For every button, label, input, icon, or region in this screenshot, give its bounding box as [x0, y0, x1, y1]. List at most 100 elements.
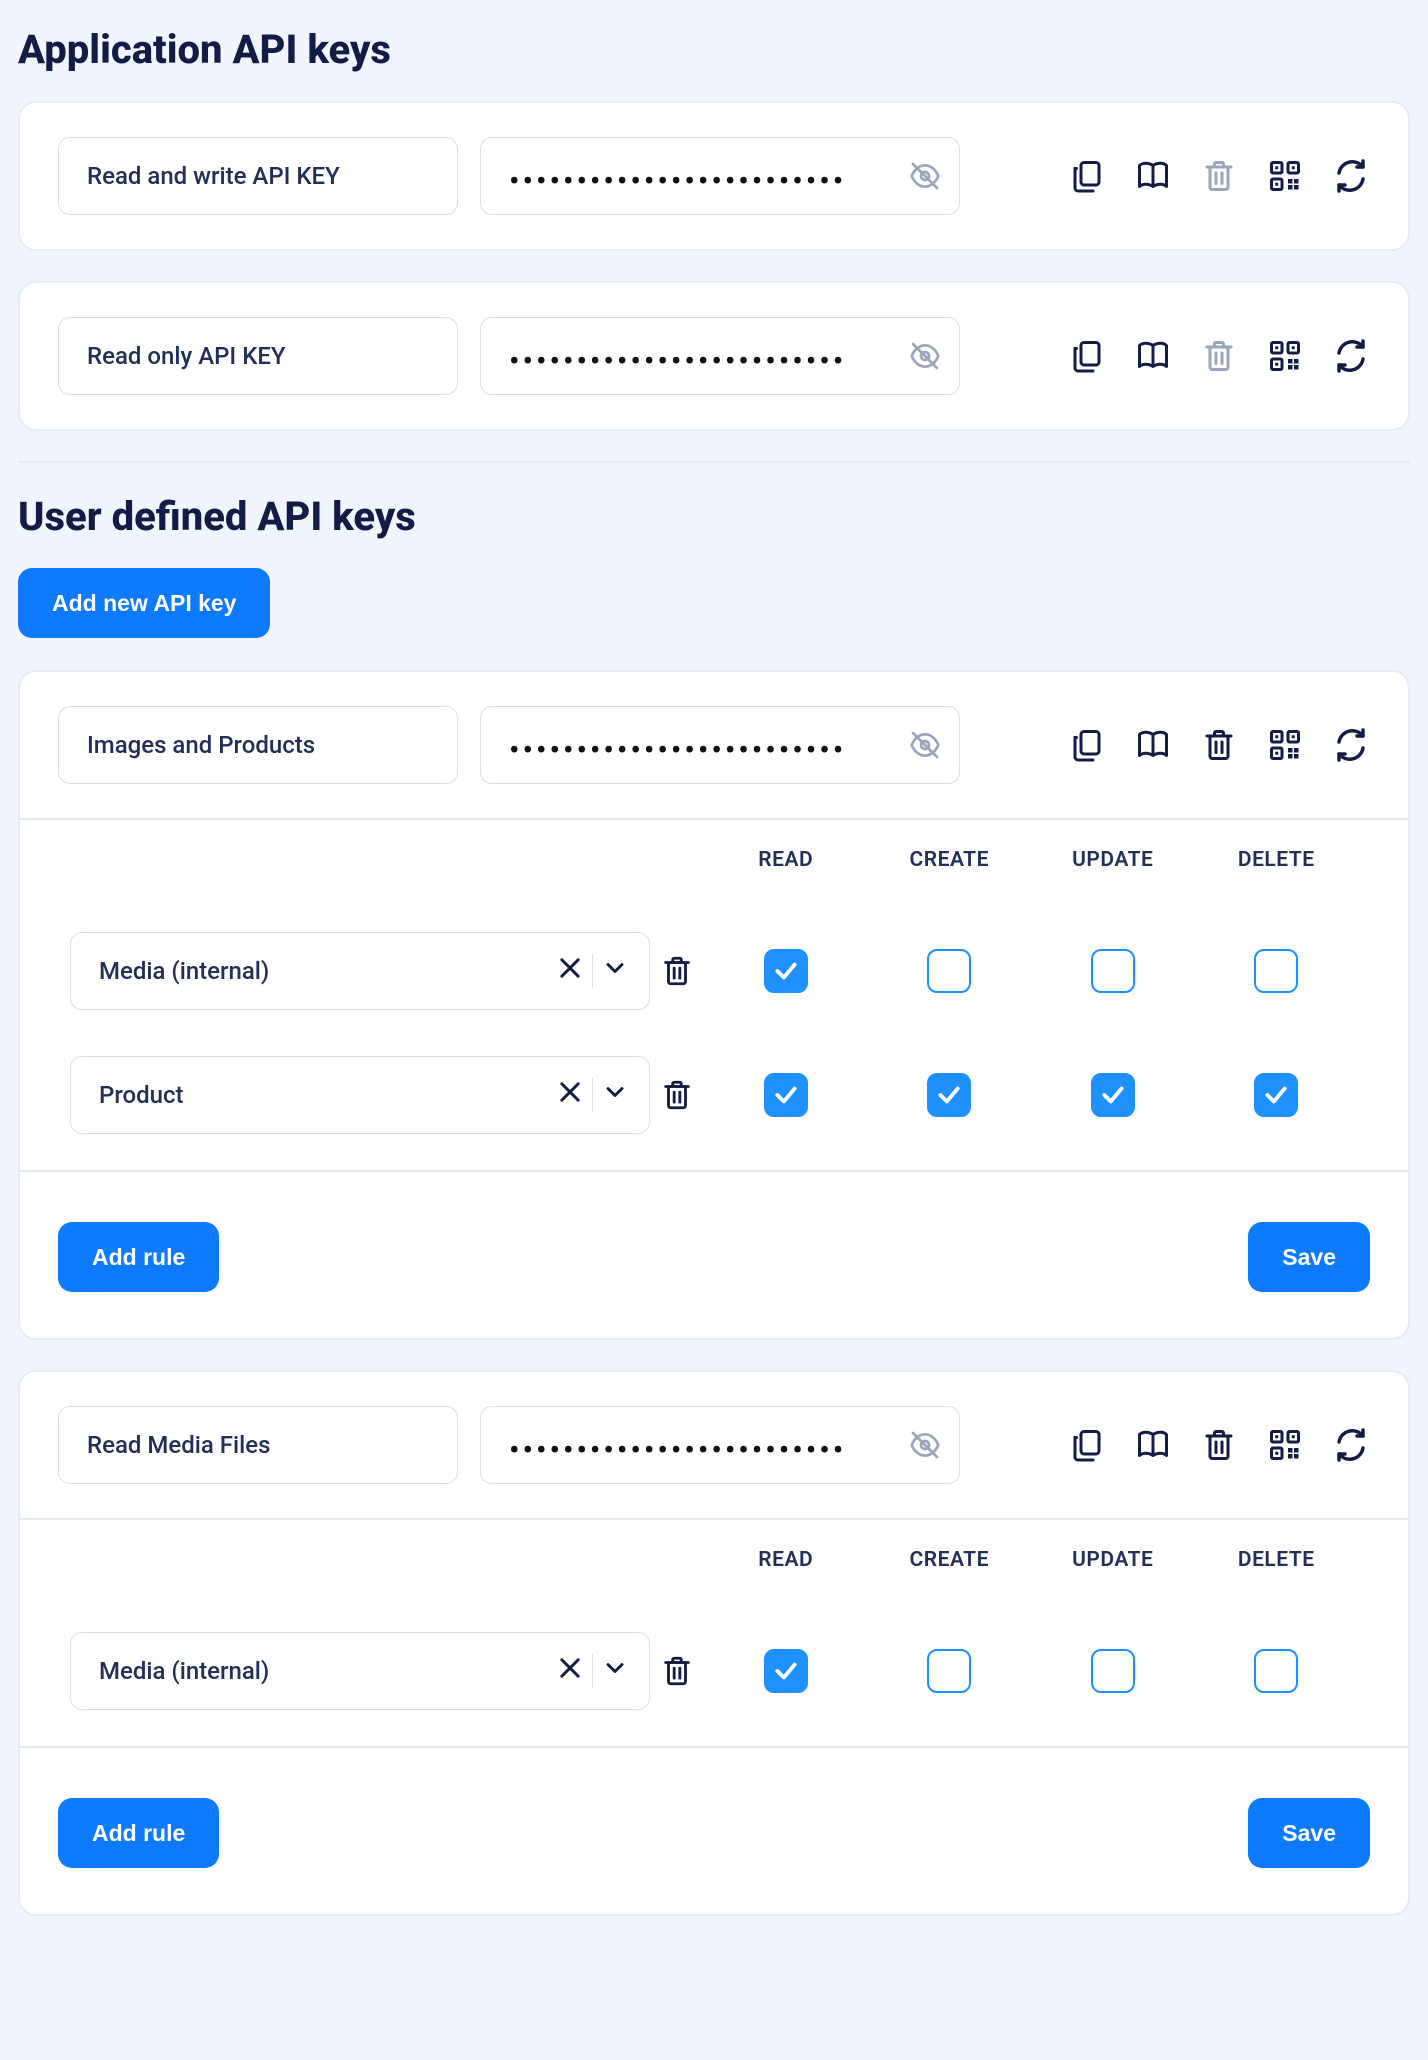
perm-col-delete: DELETE — [1195, 1548, 1359, 1572]
regenerate-icon[interactable] — [1332, 157, 1370, 195]
key-secret-field[interactable]: ••••••••••••••••••••••••• — [480, 137, 960, 215]
key-name-field[interactable]: Images and Products — [58, 706, 458, 784]
perm-create-checkbox[interactable] — [927, 1073, 971, 1117]
eye-off-icon[interactable] — [909, 729, 941, 761]
perm-col-read: READ — [704, 848, 868, 872]
perm-col-create: CREATE — [868, 848, 1032, 872]
chevron-down-icon[interactable] — [601, 1078, 629, 1112]
key-secret-field[interactable]: ••••••••••••••••••••••••• — [480, 1406, 960, 1484]
entity-select[interactable]: Product — [70, 1056, 650, 1134]
copy-icon[interactable] — [1068, 726, 1106, 764]
api-keys-page: Application API keys Read and write API … — [0, 0, 1428, 1986]
select-separator — [592, 954, 593, 988]
api-key-row: Images and Products ••••••••••••••••••••… — [20, 672, 1408, 818]
delete-rule-button[interactable] — [650, 1654, 704, 1688]
entity-select-label: Product — [99, 1081, 546, 1109]
perm-read-checkbox[interactable] — [764, 1649, 808, 1693]
entity-select[interactable]: Media (internal) — [70, 932, 650, 1010]
key-secret-field[interactable]: ••••••••••••••••••••••••• — [480, 706, 960, 784]
perm-read-cell — [704, 949, 868, 993]
perm-header-row: READCREATEUPDATEDELETE — [58, 1520, 1370, 1596]
copy-icon[interactable] — [1068, 157, 1106, 195]
select-separator — [592, 1078, 593, 1112]
perm-col-update: UPDATE — [1031, 848, 1195, 872]
perm-update-checkbox[interactable] — [1091, 1649, 1135, 1693]
qr-icon[interactable] — [1266, 157, 1304, 195]
delete-rule-button[interactable] — [650, 1078, 704, 1112]
delete-rule-button[interactable] — [650, 954, 704, 988]
perm-read-checkbox[interactable] — [764, 1073, 808, 1117]
api-key-row: Read only API KEY ••••••••••••••••••••••… — [20, 283, 1408, 429]
add-rule-button[interactable]: Add rule — [58, 1798, 219, 1868]
regenerate-icon[interactable] — [1332, 1426, 1370, 1464]
user-api-key-panel: Read Media Files •••••••••••••••••••••••… — [18, 1370, 1410, 1916]
perm-update-checkbox[interactable] — [1091, 949, 1135, 993]
perm-col-update: UPDATE — [1031, 1548, 1195, 1572]
perm-delete-cell — [1195, 1073, 1359, 1117]
entity-select[interactable]: Media (internal) — [70, 1632, 650, 1710]
user-keys-list: Images and Products ••••••••••••••••••••… — [18, 670, 1410, 1916]
entity-select-label: Media (internal) — [99, 1657, 546, 1685]
perm-create-checkbox[interactable] — [927, 949, 971, 993]
chevron-down-icon[interactable] — [601, 954, 629, 988]
regenerate-icon[interactable] — [1332, 726, 1370, 764]
section-divider — [18, 461, 1410, 463]
qr-icon[interactable] — [1266, 337, 1304, 375]
perm-update-checkbox[interactable] — [1091, 1073, 1135, 1117]
perm-delete-checkbox[interactable] — [1254, 949, 1298, 993]
qr-icon[interactable] — [1266, 1426, 1304, 1464]
docs-icon[interactable] — [1134, 337, 1172, 375]
qr-icon[interactable] — [1266, 726, 1304, 764]
eye-off-icon[interactable] — [909, 160, 941, 192]
perm-footer: Add rule Save — [20, 1170, 1408, 1338]
key-actions — [1068, 726, 1370, 764]
perm-create-cell — [868, 1649, 1032, 1693]
user-api-key-panel: Images and Products ••••••••••••••••••••… — [18, 670, 1410, 1340]
key-secret-field[interactable]: ••••••••••••••••••••••••• — [480, 317, 960, 395]
trash-icon[interactable] — [1200, 1426, 1238, 1464]
key-secret-masked: ••••••••••••••••••••••••• — [509, 347, 901, 377]
add-rule-button[interactable]: Add rule — [58, 1222, 219, 1292]
perm-read-checkbox[interactable] — [764, 949, 808, 993]
add-api-key-button[interactable]: Add new API key — [18, 568, 270, 638]
perm-read-cell — [704, 1073, 868, 1117]
chevron-down-icon[interactable] — [601, 1654, 629, 1688]
docs-icon[interactable] — [1134, 157, 1172, 195]
key-name-field[interactable]: Read Media Files — [58, 1406, 458, 1484]
perm-section: READCREATEUPDATEDELETE Media (internal) — [20, 1518, 1408, 1746]
trash-icon[interactable] — [1200, 726, 1238, 764]
save-button[interactable]: Save — [1248, 1222, 1370, 1292]
copy-icon[interactable] — [1068, 1426, 1106, 1464]
key-secret-masked: ••••••••••••••••••••••••• — [509, 167, 901, 197]
app-keys-heading: Application API keys — [18, 26, 1410, 73]
clear-icon[interactable] — [556, 954, 584, 988]
regenerate-icon[interactable] — [1332, 337, 1370, 375]
perm-update-cell — [1031, 1073, 1195, 1117]
api-key-panel: Read and write API KEY •••••••••••••••••… — [18, 101, 1410, 251]
perm-delete-checkbox[interactable] — [1254, 1649, 1298, 1693]
api-key-row: Read and write API KEY •••••••••••••••••… — [20, 103, 1408, 249]
clear-icon[interactable] — [556, 1654, 584, 1688]
perm-create-checkbox[interactable] — [927, 1649, 971, 1693]
copy-icon[interactable] — [1068, 337, 1106, 375]
key-secret-masked: ••••••••••••••••••••••••• — [509, 736, 901, 766]
perm-col-delete: DELETE — [1195, 848, 1359, 872]
key-actions — [1068, 157, 1370, 195]
select-separator — [592, 1654, 593, 1688]
key-name-field[interactable]: Read and write API KEY — [58, 137, 458, 215]
perm-update-cell — [1031, 1649, 1195, 1693]
api-key-panel: Read only API KEY ••••••••••••••••••••••… — [18, 281, 1410, 431]
entity-select-label: Media (internal) — [99, 957, 546, 985]
clear-icon[interactable] — [556, 1078, 584, 1112]
save-button[interactable]: Save — [1248, 1798, 1370, 1868]
docs-icon[interactable] — [1134, 1426, 1172, 1464]
perm-col-read: READ — [704, 1548, 868, 1572]
eye-off-icon[interactable] — [909, 1429, 941, 1461]
eye-off-icon[interactable] — [909, 340, 941, 372]
docs-icon[interactable] — [1134, 726, 1172, 764]
perm-update-cell — [1031, 949, 1195, 993]
key-name-field[interactable]: Read only API KEY — [58, 317, 458, 395]
trash-icon — [1200, 157, 1238, 195]
perm-delete-checkbox[interactable] — [1254, 1073, 1298, 1117]
perm-footer: Add rule Save — [20, 1746, 1408, 1914]
